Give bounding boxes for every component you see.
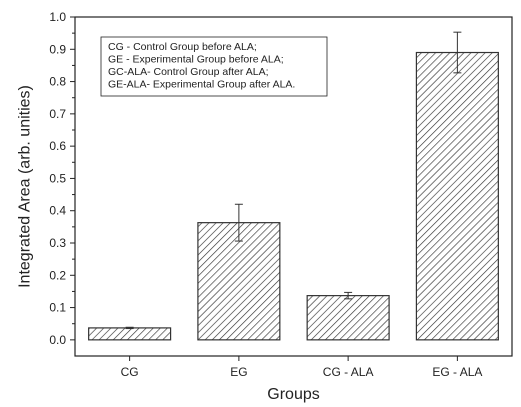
y-tick-label: 0.3 [49, 236, 66, 250]
y-tick-label: 0.7 [49, 107, 66, 121]
error-bar [453, 31, 462, 74]
bar-cg-ala [306, 295, 390, 341]
legend-entry: GE-ALA- Experimental Group after ALA. [108, 79, 295, 91]
y-tick-label: 1.0 [49, 10, 66, 24]
legend-entry: GE - Experimental Group before ALA; [108, 54, 284, 66]
legend-entry: CG - Control Group before ALA; [108, 41, 257, 53]
error-bar [234, 203, 243, 242]
bar-eg [197, 222, 281, 341]
y-axis: 0.0 0.1 0.2 0.3 0.4 0.5 0.6 0.7 0.8 0.9 1.0 [49, 10, 75, 347]
x-tick-label: CG - ALA [323, 365, 374, 379]
y-tick-label: 0.2 [49, 268, 66, 282]
legend: CG - Control Group before ALA; GE - Expe… [100, 36, 328, 97]
y-tick-label: 0.6 [49, 139, 66, 153]
error-bars-layer [125, 31, 462, 330]
bar-eg-ala [415, 51, 499, 341]
y-tick-label: 0.4 [49, 204, 66, 218]
y-tick-label: 0.0 [49, 333, 66, 347]
legend-entry: GC-ALA- Control Group after ALA; [108, 66, 268, 78]
bars-layer [88, 51, 499, 341]
x-tick-label: EG - ALA [432, 365, 482, 379]
x-axis: CG EG CG - ALA EG - ALA [121, 356, 482, 379]
error-bar [344, 291, 353, 300]
y-tick-label: 0.9 [49, 42, 66, 56]
plot-frame [74, 16, 513, 357]
legend-box [100, 36, 328, 97]
bar-cg [88, 327, 172, 341]
y-tick-label: 0.1 [49, 301, 66, 315]
y-tick-label: 0.5 [49, 171, 66, 185]
y-tick-label: 0.8 [49, 75, 66, 89]
y-axis-title: Integrated Area (arb. unities) [17, 85, 34, 288]
x-axis-title: Groups [267, 386, 319, 403]
error-bar [125, 326, 134, 330]
x-tick-label: CG [121, 365, 139, 379]
x-tick-label: EG [230, 365, 247, 379]
